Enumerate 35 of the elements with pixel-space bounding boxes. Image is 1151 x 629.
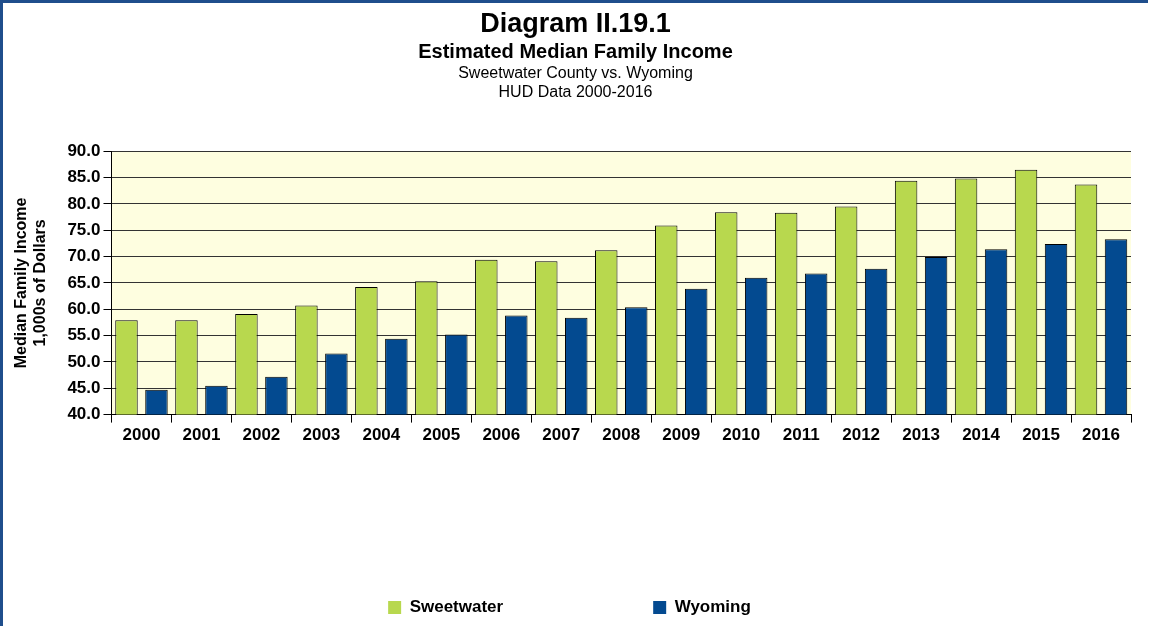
y-tick-label: 80.0 bbox=[67, 193, 101, 213]
legend-label: Sweetwater bbox=[409, 597, 504, 617]
x-tick-label: 2001 bbox=[182, 425, 221, 445]
y-tick-label: 40.0 bbox=[67, 404, 101, 424]
text: Sweetwater County vs. Wyoming bbox=[457, 63, 694, 82]
legend-label: Wyoming bbox=[674, 597, 751, 617]
text: HUD Data 2000-2016 bbox=[497, 82, 654, 101]
x-tick-label: 2009 bbox=[662, 425, 701, 445]
x-tick-label: 2016 bbox=[1082, 425, 1120, 445]
y-tick-label: 75.0 bbox=[67, 219, 101, 239]
y-tick-label: 45.0 bbox=[67, 377, 101, 397]
y-tick-label: 90.0 bbox=[67, 140, 101, 160]
x-tick-label: 2015 bbox=[1022, 425, 1060, 445]
x-tick-label: 2002 bbox=[242, 425, 281, 445]
x-tick-label: 2007 bbox=[542, 425, 581, 445]
y-tick-label: 70.0 bbox=[67, 246, 101, 266]
chart-title: Diagram II.19.1 bbox=[479, 8, 672, 39]
x-tick-label: 2008 bbox=[602, 425, 641, 445]
x-tick-label: 2013 bbox=[902, 425, 941, 445]
x-tick-label: 2011 bbox=[782, 425, 820, 445]
x-tick-label: 2004 bbox=[362, 425, 401, 445]
x-tick-label: 2006 bbox=[482, 425, 521, 445]
x-tick-label: 2012 bbox=[842, 425, 881, 445]
x-tick-label: 2000 bbox=[122, 425, 161, 445]
y-tick-label: 50.0 bbox=[67, 351, 101, 371]
y-tick-label: 60.0 bbox=[67, 298, 101, 318]
x-tick-label: 2005 bbox=[422, 425, 461, 445]
x-tick-label: 2010 bbox=[722, 425, 761, 445]
x-tick-label: 2014 bbox=[962, 425, 1001, 445]
y-tick-label: 55.0 bbox=[67, 325, 101, 345]
x-tick-label: 2003 bbox=[302, 425, 341, 445]
y-axis-title: Median Family Income 1,000s of Dollars bbox=[12, 197, 49, 369]
y-tick-label: 65.0 bbox=[67, 272, 101, 292]
y-tick-label: 85.0 bbox=[67, 167, 101, 187]
chart-subtitle: Estimated Median Family Income bbox=[417, 39, 734, 63]
